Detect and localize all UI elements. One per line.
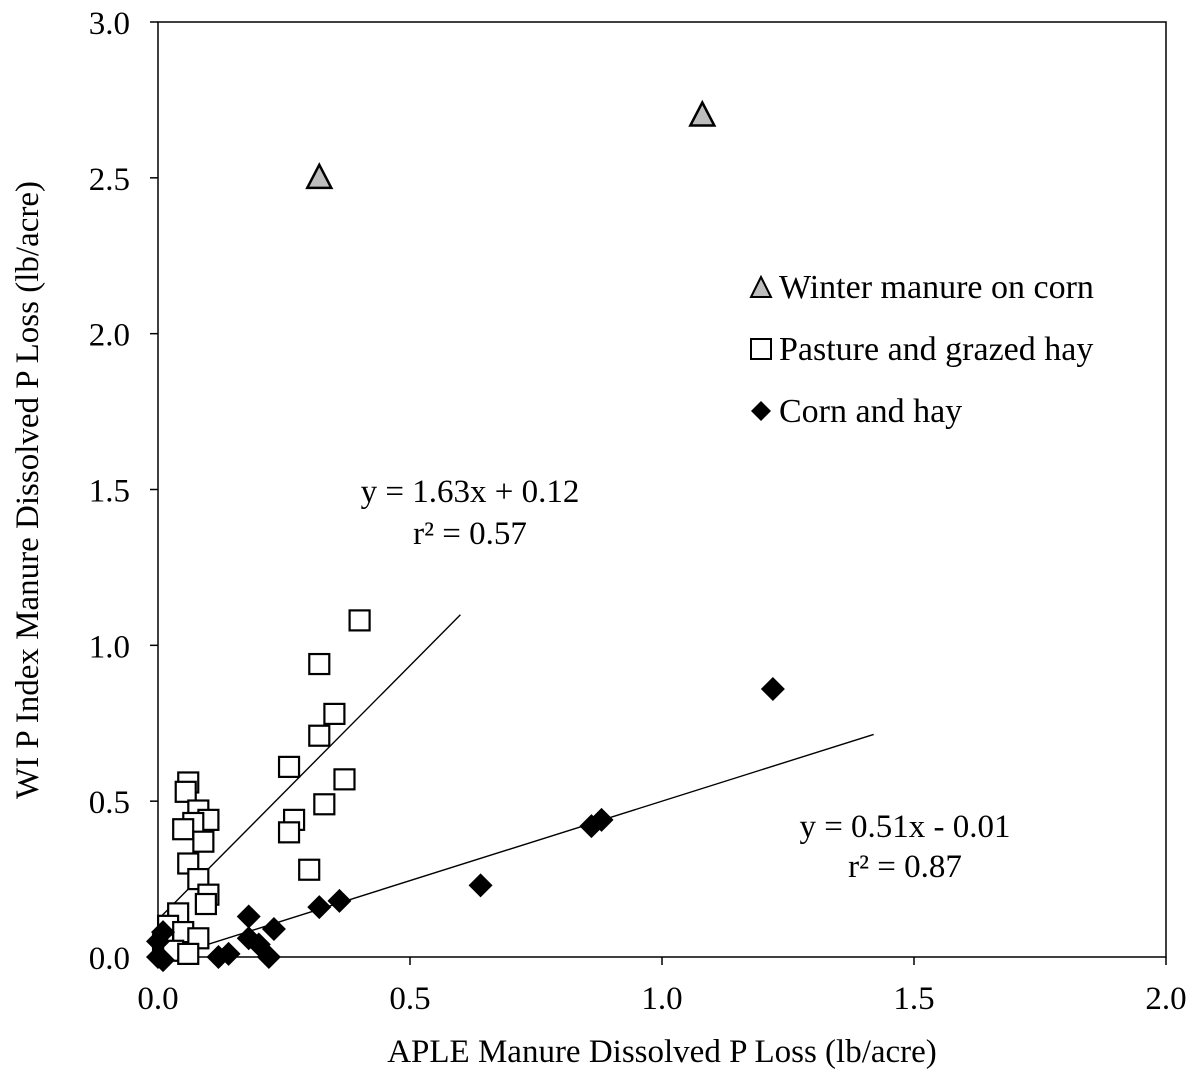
data-points [146, 99, 785, 973]
data-point-diamond [468, 873, 493, 898]
legend: Winter manure on corn Pasture and grazed… [749, 269, 1094, 430]
data-point-square [277, 755, 301, 778]
y-tick-label: 3.0 [89, 6, 130, 42]
x-axis-label: APLE Manure Dissolved P Loss (lb/acre) [387, 1034, 937, 1070]
data-point-square [192, 830, 215, 853]
legend-marker-triangle [749, 274, 773, 298]
x-tick-label: 0.5 [389, 981, 430, 1017]
data-point-square [308, 724, 331, 747]
legend-label-corn-hay: Corn and hay [779, 393, 962, 430]
y-tick-label: 0.0 [89, 941, 130, 977]
data-point-square [177, 942, 200, 965]
data-point-square [323, 702, 346, 726]
x-tick-label: 1.5 [893, 981, 934, 1017]
y-tick-label: 2.0 [89, 318, 130, 354]
data-point-diamond [151, 948, 176, 973]
legend-marker-square [750, 338, 772, 360]
plot-area [157, 21, 1167, 958]
regression-r2-pasture: r² = 0.57 [413, 516, 527, 552]
y-tick-label: 1.0 [89, 629, 130, 665]
data-point-square [277, 821, 301, 844]
data-point-diamond [760, 676, 785, 701]
x-tick-label: 0.0 [137, 981, 178, 1017]
data-point-diamond [236, 904, 261, 929]
data-point-diamond [206, 945, 231, 969]
data-point-square [313, 793, 336, 816]
y-tick-label: 2.5 [89, 162, 130, 198]
x-tick-label: 2.0 [1145, 981, 1186, 1017]
data-point-square [348, 609, 371, 632]
data-point-square [333, 768, 356, 791]
data-point-diamond [307, 895, 332, 920]
legend-marker-diamond [751, 401, 771, 421]
y-tick-label: 0.5 [89, 785, 130, 821]
data-point-diamond [327, 888, 352, 913]
data-point-square [298, 858, 321, 881]
axis-ticks: 0.0 0.5 1.0 1.5 2.0 0.0 0.5 1.0 1.5 2.0 2.5 3.0 [89, 6, 1187, 1017]
data-point-square [172, 818, 195, 841]
data-point-diamond [579, 814, 604, 839]
data-point-diamond [146, 929, 170, 954]
y-axis-label: WI P Index Manure Dissolved P Loss (lb/a… [10, 181, 46, 799]
regression-annotation-pasture: y = 1.63x + 0.12 r² = 0.57 [361, 474, 580, 552]
legend-label-winter-manure: Winter manure on corn [779, 269, 1094, 306]
data-point-square [174, 780, 197, 803]
regression-annotation-corn: y = 0.51x - 0.01 r² = 0.87 [799, 809, 1010, 885]
data-point-square [194, 892, 217, 916]
data-point-diamond [261, 916, 286, 941]
data-point-square [308, 652, 331, 676]
regression-equation-corn: y = 0.51x - 0.01 [799, 809, 1010, 845]
data-point-triangle [688, 99, 717, 127]
regression-r2-corn: r² = 0.87 [848, 849, 962, 885]
data-point-diamond [256, 945, 281, 969]
data-point-triangle [305, 162, 334, 190]
legend-label-pasture: Pasture and grazed hay [779, 331, 1093, 368]
regression-equation-pasture: y = 1.63x + 0.12 [361, 474, 580, 510]
x-tick-label: 1.0 [641, 981, 682, 1017]
y-tick-label: 1.5 [89, 474, 130, 510]
